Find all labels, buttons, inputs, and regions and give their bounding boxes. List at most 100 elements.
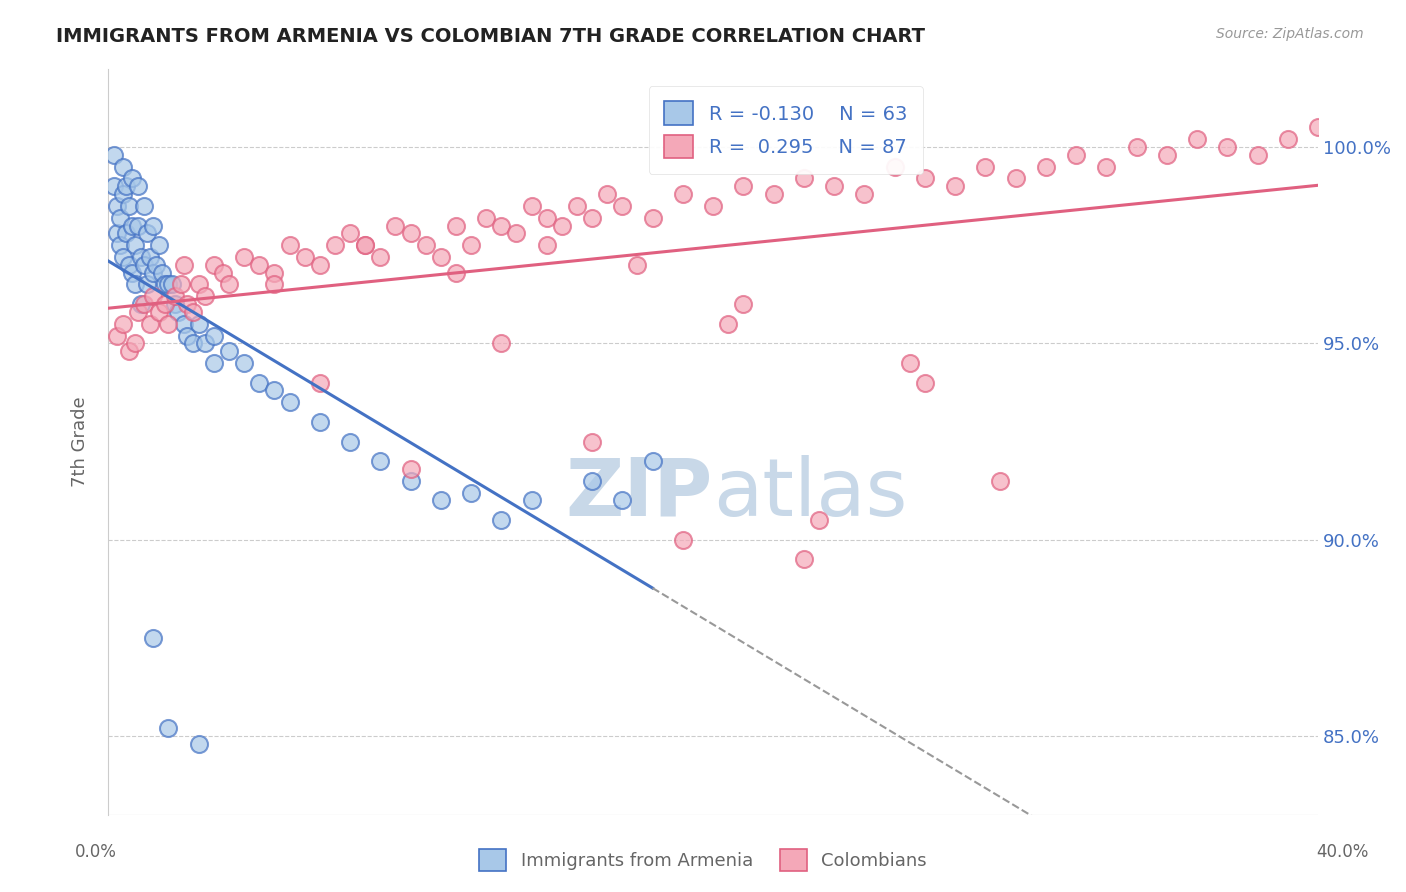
Point [807,513,830,527]
Point [124,277,146,292]
Point [134,199,156,213]
Point [914,376,936,390]
Point [733,179,755,194]
Point [142,219,165,233]
Point [105,328,128,343]
Point [139,250,162,264]
Point [339,434,361,449]
Y-axis label: 7th Grade: 7th Grade [72,396,89,487]
Point [136,277,159,292]
Legend: R = -0.130    N = 63, R =  0.295    N = 87: R = -0.130 N = 63, R = 0.295 N = 87 [648,86,922,174]
Point [187,737,209,751]
Point [112,250,135,264]
Point [444,266,467,280]
Point [121,171,143,186]
Point [581,211,603,225]
Point [176,328,198,343]
Point [169,277,191,292]
Point [187,277,209,292]
Point [717,317,740,331]
Point [990,474,1012,488]
Point [124,238,146,252]
Point [124,336,146,351]
Point [505,227,527,241]
Point [105,227,128,241]
Point [202,328,225,343]
Point [399,474,422,488]
Point [181,305,204,319]
Point [263,266,285,280]
Point [702,199,724,213]
Point [1277,132,1299,146]
Point [399,227,422,241]
Point [581,434,603,449]
Point [263,384,285,398]
Point [157,277,180,292]
Point [163,297,186,311]
Point [1156,148,1178,162]
Point [152,266,174,280]
Point [103,148,125,162]
Point [762,187,785,202]
Point [263,277,285,292]
Point [218,344,240,359]
Point [641,211,664,225]
Text: ZIP: ZIP [565,455,713,533]
Point [429,493,451,508]
Point [308,376,330,390]
Point [247,258,270,272]
Point [626,258,648,272]
Point [491,513,513,527]
Legend: Immigrants from Armenia, Colombians: Immigrants from Armenia, Colombians [472,842,934,879]
Point [115,179,138,194]
Point [118,258,141,272]
Point [444,219,467,233]
Point [194,289,217,303]
Point [139,317,162,331]
Point [339,227,361,241]
Point [565,199,588,213]
Point [883,160,905,174]
Point [1185,132,1208,146]
Point [1125,140,1147,154]
Point [612,493,634,508]
Point [121,266,143,280]
Point [202,258,225,272]
Point [142,289,165,303]
Point [536,211,558,225]
Point [163,289,186,303]
Point [233,250,256,264]
Point [108,211,131,225]
Point [429,250,451,264]
Point [733,297,755,311]
Point [672,187,695,202]
Point [491,219,513,233]
Point [672,533,695,547]
Point [1035,160,1057,174]
Point [596,187,619,202]
Point [914,171,936,186]
Point [148,238,170,252]
Point [898,356,921,370]
Point [218,277,240,292]
Point [793,171,815,186]
Point [112,187,135,202]
Point [127,179,149,194]
Point [194,336,217,351]
Point [460,485,482,500]
Point [155,297,177,311]
Point [105,199,128,213]
Point [1064,148,1087,162]
Point [103,179,125,194]
Point [354,238,377,252]
Text: IMMIGRANTS FROM ARMENIA VS COLOMBIAN 7TH GRADE CORRELATION CHART: IMMIGRANTS FROM ARMENIA VS COLOMBIAN 7TH… [56,27,925,45]
Point [121,219,143,233]
Text: Source: ZipAtlas.com: Source: ZipAtlas.com [1216,27,1364,41]
Point [145,258,167,272]
Point [173,258,195,272]
Point [136,227,159,241]
Point [823,179,845,194]
Point [127,219,149,233]
Point [641,454,664,468]
Point [354,238,377,252]
